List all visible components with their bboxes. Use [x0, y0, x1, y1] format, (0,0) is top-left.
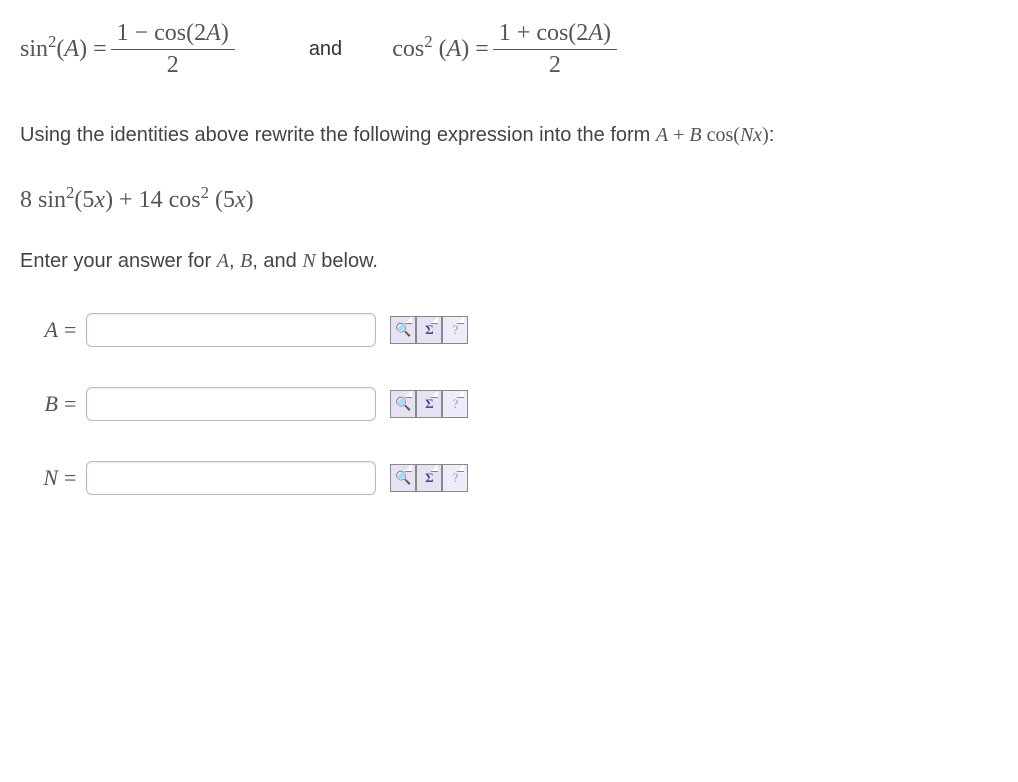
answers-container: A=🔍Σ?B=🔍Σ?N=🔍Σ?	[20, 313, 998, 495]
equation-editor-icon[interactable]: Σ	[416, 390, 442, 418]
expression: 8 sin2(5x) + 14 cos2 (5x)	[20, 187, 998, 214]
icon-group: 🔍Σ?	[390, 316, 468, 344]
preview-icon[interactable]: 🔍	[390, 464, 416, 492]
sin-identity-lhs: sin2(A) =	[20, 36, 107, 63]
preview-icon[interactable]: 🔍	[390, 390, 416, 418]
answer-label-b: B	[30, 391, 58, 417]
answer-label-n: N	[30, 465, 58, 491]
answer-row-a: A= 🔍Σ?	[30, 313, 998, 347]
answer-input-b[interactable]	[86, 387, 376, 421]
answer-row-b: B= 🔍Σ?	[30, 387, 998, 421]
answer-row-n: N= 🔍Σ?	[30, 461, 998, 495]
equals-sign: =	[64, 317, 76, 343]
help-icon[interactable]: ?	[442, 464, 468, 492]
help-icon[interactable]: ?	[442, 316, 468, 344]
icon-group: 🔍Σ?	[390, 464, 468, 492]
help-icon[interactable]: ?	[442, 390, 468, 418]
equals-sign: =	[64, 465, 76, 491]
equation-editor-icon[interactable]: Σ	[416, 464, 442, 492]
cos-identity-numerator: 1 + cos(2A)	[493, 20, 617, 50]
instruction-text: Using the identities above rewrite the f…	[20, 119, 998, 151]
answer-label-a: A	[30, 317, 58, 343]
sin-identity-denominator: 2	[167, 50, 179, 79]
sin-identity-fraction: 1 − cos(2A) 2	[111, 20, 235, 79]
answer-input-a[interactable]	[86, 313, 376, 347]
equals-sign: =	[64, 391, 76, 417]
identities-row: sin2(A) = 1 − cos(2A) 2 and cos2 (A) = 1…	[20, 20, 998, 79]
cos-squared-identity: cos2 (A) = 1 + cos(2A) 2	[392, 20, 621, 79]
sin-identity-numerator: 1 − cos(2A)	[111, 20, 235, 50]
answer-input-n[interactable]	[86, 461, 376, 495]
icon-group: 🔍Σ?	[390, 390, 468, 418]
preview-icon[interactable]: 🔍	[390, 316, 416, 344]
enter-answer-text: Enter your answer for A, B, and N below.	[20, 250, 998, 273]
cos-identity-lhs: cos2 (A) =	[392, 36, 489, 63]
cos-identity-denominator: 2	[549, 50, 561, 79]
and-label: and	[309, 38, 342, 61]
equation-editor-icon[interactable]: Σ	[416, 316, 442, 344]
sin-squared-identity: sin2(A) = 1 − cos(2A) 2	[20, 20, 239, 79]
cos-identity-fraction: 1 + cos(2A) 2	[493, 20, 617, 79]
